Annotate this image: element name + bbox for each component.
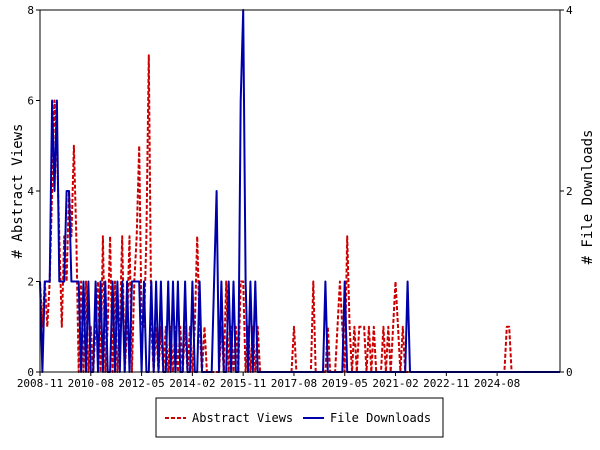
plot-frame	[39, 9, 561, 373]
y-right-tick-label: 2	[566, 185, 573, 198]
y-left-tick-label: 0	[27, 366, 34, 379]
x-tick-label: 2012-05	[118, 377, 164, 390]
y-left-tick-label: 2	[27, 276, 34, 289]
legend: Abstract Views File Downloads	[155, 397, 444, 438]
x-tick-label: 2008-11	[17, 377, 63, 390]
x-tick-label: 2010-08	[68, 377, 114, 390]
y-axis-left-label: # Abstract Views	[10, 124, 26, 259]
y-right-tick-label: 4	[566, 4, 573, 17]
y-left-tick-label: 4	[27, 185, 34, 198]
x-tick-label: 2015-11	[220, 377, 266, 390]
y-left-tick-label: 6	[27, 95, 34, 108]
series-lines	[39, 9, 560, 373]
y-right-tick-label: 0	[566, 366, 573, 379]
tick-labels: 0 2 4 6 8 0 2 4 2008-11 2010-08 2012-05 2014-02 2015…	[17, 4, 573, 390]
legend-box	[155, 397, 444, 438]
x-tick-label: 2014-02	[169, 377, 215, 390]
y-left-tick-label: 8	[27, 4, 34, 17]
series-line-file-downloads	[39, 9, 560, 373]
legend-label-file-downloads: File Downloads	[330, 411, 431, 425]
x-tick-label: 2017-08	[271, 377, 317, 390]
legend-label-abstract-views: Abstract Views	[192, 411, 293, 425]
y-axis-right-label: # File Downloads	[580, 130, 596, 265]
x-tick-label: 2022-11	[423, 377, 469, 390]
x-tick-label: 2019-05	[322, 377, 368, 390]
x-tick-label: 2024-08	[474, 377, 520, 390]
x-tick-label: 2021-02	[372, 377, 418, 390]
